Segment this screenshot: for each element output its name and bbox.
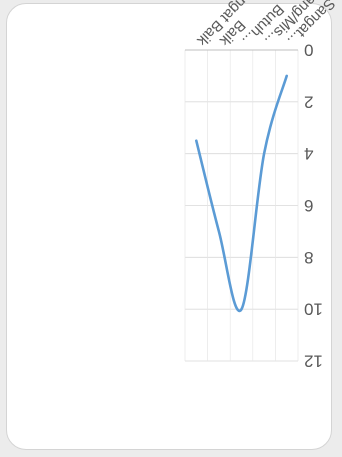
grid-lines — [184, 50, 299, 362]
y-tick-label: 6 — [304, 196, 313, 215]
series-line — [195, 74, 288, 313]
y-tick-label: 2 — [304, 92, 313, 111]
x-axis-tick-labels: Sangat...Kurang/Mis...Butuh...BaikSangat… — [193, 0, 338, 50]
chart-card — [6, 3, 332, 450]
y-tick-label: 8 — [304, 248, 313, 267]
y-axis-tick-labels: 0 2 4 6 8 10 12 — [304, 41, 323, 371]
y-tick-label: 10 — [304, 300, 323, 319]
series-lines — [195, 74, 288, 313]
y-tick-label: 4 — [304, 144, 313, 163]
y-tick-label: 0 — [304, 41, 313, 60]
y-tick-label: 12 — [304, 352, 323, 371]
